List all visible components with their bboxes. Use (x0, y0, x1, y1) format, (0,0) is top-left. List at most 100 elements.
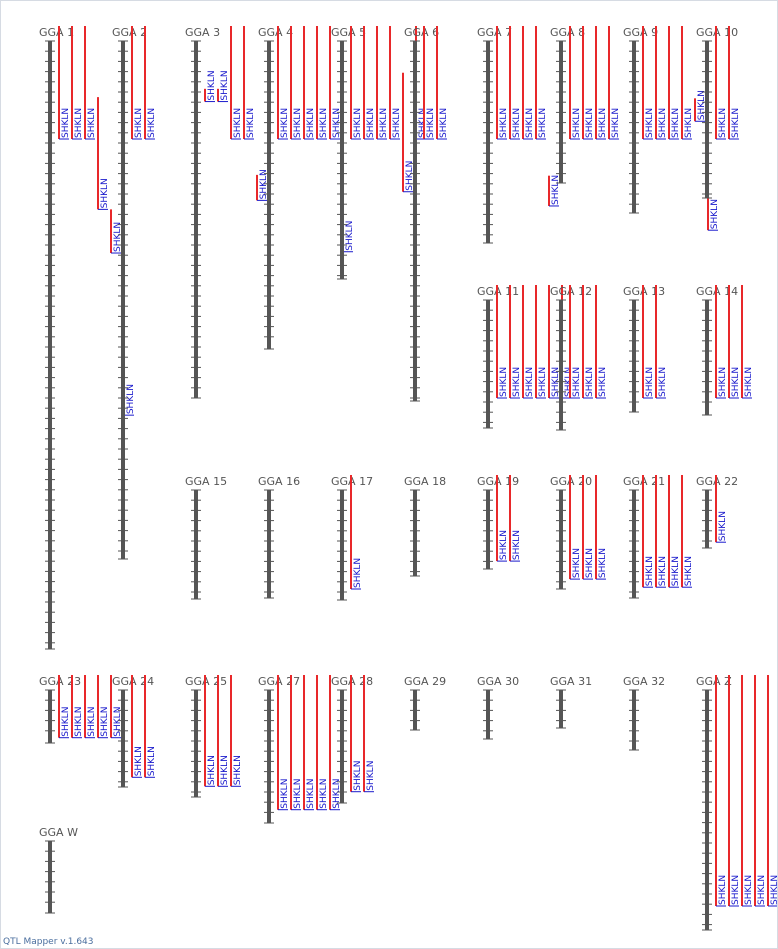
chromosome-label-gga-7: GGA 7 (477, 26, 512, 39)
chromosome-axis-gga-9 (632, 41, 636, 213)
qtl-label: SHKLN (61, 108, 71, 138)
chromosome-axis-gga-20 (559, 490, 563, 589)
chromosome-axis-gga-13 (632, 300, 636, 412)
qtl-label: SHKLN (306, 779, 316, 809)
qtl-label: SHKLN (499, 367, 509, 397)
qtl-label: SHKLN (598, 548, 608, 578)
chromosome-label-gga-9: GGA 9 (623, 26, 658, 39)
chromosome-axis-gga-4 (267, 41, 271, 349)
chromosome-label-gga-29: GGA 29 (404, 675, 446, 688)
qtl-label: SHKLN (293, 108, 303, 138)
qtl-label: SHKLN (512, 367, 522, 397)
chromosome-label-gga-1: GGA 1 (39, 26, 74, 39)
qtl-label: SHKLN (611, 108, 621, 138)
qtl-label: SHKLN (757, 875, 767, 905)
chromosome-label-gga-w: GGA W (39, 826, 78, 839)
qtl-label: SHKLN (684, 556, 694, 586)
chromosome-axis-gga-12 (559, 300, 563, 430)
qtl-label: SHKLN (306, 108, 316, 138)
chromosome-axis-gga-14 (705, 300, 709, 415)
chromosome-label-gga-11: GGA 11 (477, 285, 519, 298)
qtl-label: SHKLN (207, 70, 217, 100)
chromosome-axis-gga-3 (194, 41, 198, 398)
qtl-label: SHKLN (512, 108, 522, 138)
chromosome-axis-gga-19 (486, 490, 490, 569)
chromosome-axis-gga-25 (194, 690, 198, 797)
chromosome-label-gga-19: GGA 19 (477, 475, 519, 488)
qtl-label: SHKLN (74, 707, 84, 737)
qtl-label: SHKLN (366, 761, 376, 791)
chromosome-axis-gga-5 (340, 41, 344, 279)
qtl-label: SHKLN (658, 367, 668, 397)
chromosome-label-gga-15: GGA 15 (185, 475, 227, 488)
chromosome-label-gga-5: GGA 5 (331, 26, 366, 39)
qtl-label: SHKLN (353, 761, 363, 791)
qtl-label: SHKLN (697, 90, 707, 120)
qtl-label: SHKLN (61, 707, 71, 737)
qtl-label: SHKLN (645, 108, 655, 138)
qtl-label: SHKLN (366, 108, 376, 138)
qtl-label: SHKLN (233, 755, 243, 785)
qtl-label: SHKLN (671, 108, 681, 138)
qtl-label: SHKLN (538, 108, 548, 138)
qtl-label: SHKLN (718, 367, 728, 397)
qtl-label: SHKLN (134, 746, 144, 776)
version-label: QTL Mapper v.1.643 (3, 937, 94, 947)
qtl-label: SHKLN (538, 367, 548, 397)
qtl-label: SHKLN (551, 175, 561, 205)
qtl-label: SHKLN (770, 875, 777, 905)
qtl-label: SHKLN (731, 875, 741, 905)
qtl-label: SHKLN (658, 556, 668, 586)
qtl-label: SHKLN (499, 530, 509, 560)
qtl-label: SHKLN (233, 108, 243, 138)
qtl-label: SHKLN (319, 779, 329, 809)
qtl-label: SHKLN (671, 556, 681, 586)
qtl-label: SHKLN (572, 108, 582, 138)
chromosome-axis-gga-10 (705, 41, 709, 198)
qtl-label: SHKLN (718, 875, 728, 905)
chromosome-axis-gga-28 (340, 690, 344, 803)
qtl-label: SHKLN (147, 108, 157, 138)
qtl-label: SHKLN (525, 108, 535, 138)
chromosome-axis-gga-30 (486, 690, 490, 739)
chromosome-label-gga-30: GGA 30 (477, 675, 519, 688)
chromosome-label-gga-2: GGA 2 (112, 26, 147, 39)
chromosome-axis-gga-7 (486, 41, 490, 243)
qtl-label: SHKLN (392, 108, 402, 138)
chromosome-label-gga-6: GGA 6 (404, 26, 439, 39)
chromosome-axis-gga-15 (194, 490, 198, 599)
qtl-label: SHKLN (113, 222, 123, 252)
chromosome-axis-gga-16 (267, 490, 271, 598)
qtl-label: SHKLN (645, 367, 655, 397)
chromosome-label-gga-3: GGA 3 (185, 26, 220, 39)
qtl-label: SHKLN (684, 108, 694, 138)
chromosome-axis-gga-32 (632, 690, 636, 750)
qtl-label: SHKLN (319, 108, 329, 138)
qtl-label: SHKLN (572, 548, 582, 578)
qtl-label: SHKLN (718, 511, 728, 541)
chromosome-axis-gga-22 (705, 490, 709, 548)
qtl-label: SHKLN (126, 384, 136, 414)
qtl-label: SHKLN (658, 108, 668, 138)
qtl-label: SHKLN (512, 530, 522, 560)
chromosome-label-gga-23: GGA 23 (39, 675, 81, 688)
chromosome-label-gga-12: GGA 12 (550, 285, 592, 298)
qtl-label: SHKLN (405, 161, 415, 191)
qtl-label: SHKLN (74, 108, 84, 138)
chromosome-label-gga-31: GGA 31 (550, 675, 592, 688)
qtl-label: SHKLN (731, 108, 741, 138)
chromosome-axis-gga-23 (48, 690, 52, 743)
chromosome-axis-gga-24 (121, 690, 125, 787)
qtl-label: SHKLN (598, 108, 608, 138)
qtl-label: SHKLN (259, 169, 269, 199)
chromosome-label-gga-21: GGA 21 (623, 475, 665, 488)
qtl-label: SHKLN (100, 178, 110, 208)
qtl-label: SHKLN (220, 755, 230, 785)
qtl-label: SHKLN (207, 755, 217, 785)
chromosome-label-gga-14: GGA 14 (696, 285, 738, 298)
chromosome-axis-gga-18 (413, 490, 417, 576)
qtl-label: SHKLN (113, 707, 123, 737)
qtl-label: SHKLN (426, 108, 436, 138)
qtl-label: SHKLN (280, 779, 290, 809)
